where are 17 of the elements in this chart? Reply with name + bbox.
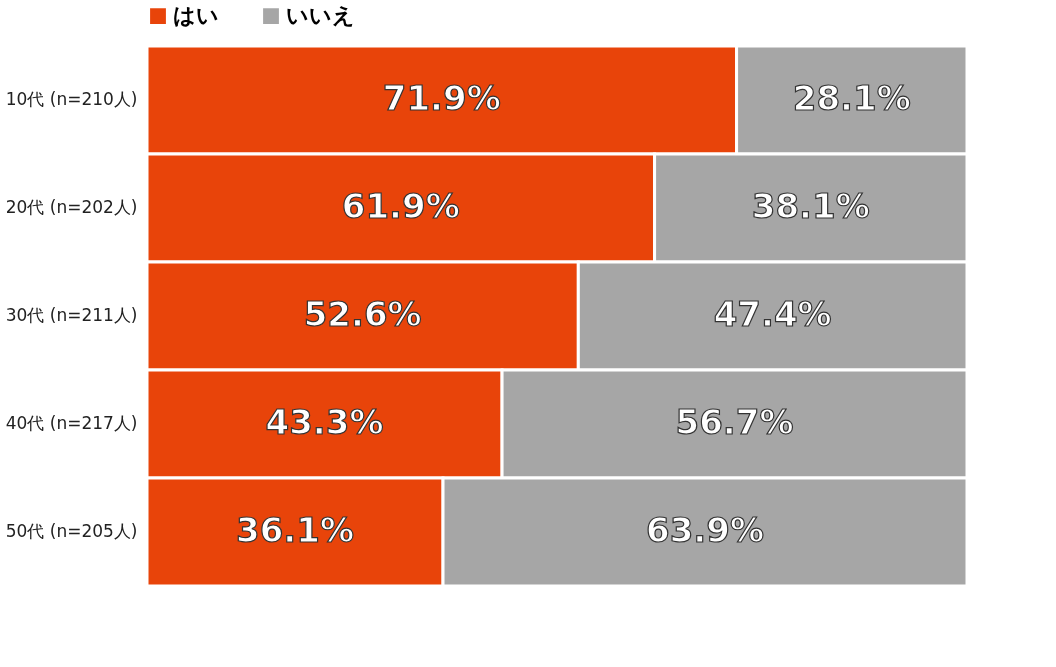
data-label: 71.9%: [382, 78, 501, 118]
y-tick-label: 30代 (n=211人): [5, 305, 138, 325]
y-tick-label: 40代 (n=217人): [5, 413, 138, 433]
data-label: 56.7%: [675, 402, 794, 442]
data-label: 36.1%: [236, 510, 354, 550]
data-label: 43.3%: [265, 402, 384, 442]
data-label: 38.1%: [751, 186, 870, 226]
data-label: 61.9%: [341, 186, 460, 226]
data-label: 63.9%: [646, 510, 764, 550]
y-tick-label: 20代 (n=202人): [5, 197, 138, 217]
data-label: 52.6%: [303, 294, 422, 334]
legend-label: はい: [173, 3, 219, 29]
y-tick-label: 10代 (n=210人): [5, 89, 138, 109]
data-label: 28.1%: [792, 78, 911, 118]
y-tick-label: 50代 (n=205人): [5, 521, 138, 541]
legend-label: いいえ: [286, 3, 355, 29]
data-label: 47.4%: [713, 294, 832, 334]
